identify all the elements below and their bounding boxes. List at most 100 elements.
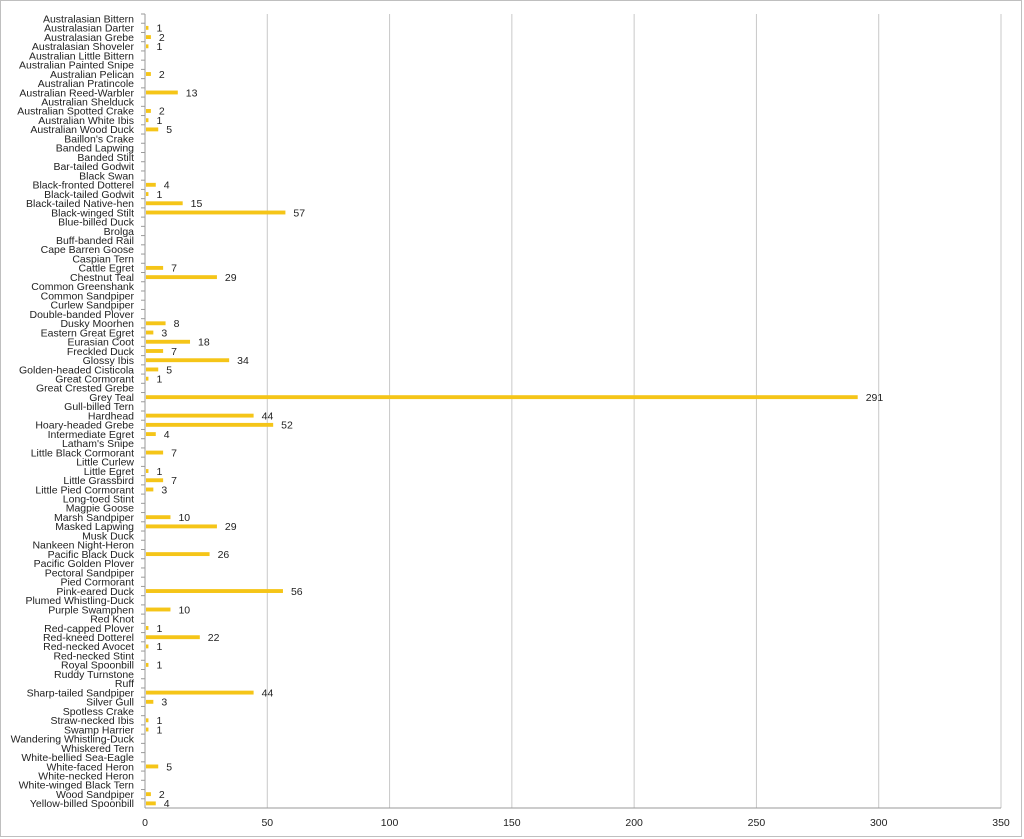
- value-label: 7: [171, 263, 177, 275]
- category-label: Yellow-billed Spoonbill: [30, 798, 134, 810]
- bar: [146, 182, 156, 187]
- category-label: Swamp Harrier: [64, 724, 135, 736]
- value-label: 44: [262, 410, 274, 422]
- bar: [146, 626, 149, 630]
- bar: [146, 358, 230, 363]
- bar: [146, 524, 217, 529]
- category-label: Little Pied Cormorant: [35, 484, 134, 496]
- bar: [146, 330, 154, 335]
- bar: [146, 699, 154, 704]
- x-tick-label: 100: [381, 817, 399, 829]
- category-label: Spotless Crake: [63, 706, 134, 718]
- category-label: Nankeen Night-Heron: [32, 540, 134, 552]
- category-label: Great Crested Grebe: [36, 383, 134, 395]
- value-label: 291: [866, 392, 884, 404]
- category-label: Red-capped Plover: [44, 623, 134, 635]
- category-label: Wandering Whistling-Duck: [11, 734, 135, 746]
- bar: [146, 478, 164, 483]
- category-label: Curlew Sandpiper: [51, 300, 135, 312]
- category-label: Pink-eared Duck: [56, 586, 134, 598]
- category-label: Ruddy Turnstone: [54, 669, 134, 681]
- x-tick-label: 50: [261, 817, 273, 829]
- category-label: Common Sandpiper: [41, 290, 135, 302]
- category-label: Australian Pelican: [50, 69, 134, 81]
- category-label: Caspian Tern: [72, 253, 134, 265]
- value-label: 2: [159, 32, 165, 44]
- value-label: 26: [218, 549, 230, 561]
- bar: [146, 422, 274, 427]
- bar: [146, 801, 156, 806]
- category-label: Pacific Black Duck: [48, 549, 135, 561]
- category-label: Pectoral Sandpiper: [45, 567, 135, 579]
- category-label: White-faced Heron: [46, 761, 134, 773]
- value-label: 1: [156, 724, 162, 736]
- bar: [146, 662, 149, 667]
- x-tick-label: 150: [503, 817, 521, 829]
- category-label: Hardhead: [88, 410, 134, 422]
- category-label: Silver Gull: [86, 697, 134, 709]
- bar: [146, 764, 159, 769]
- axes: [141, 13, 1001, 809]
- value-label: 22: [208, 632, 220, 644]
- value-label: 5: [166, 761, 172, 773]
- value-label: 2: [159, 789, 165, 801]
- value-label: 4: [164, 429, 170, 441]
- value-label: 1: [156, 466, 162, 478]
- value-label: 1: [156, 23, 162, 35]
- category-label: Latham's Snipe: [62, 438, 134, 450]
- bar: [146, 376, 149, 381]
- category-label: Black-winged Stilt: [51, 207, 134, 219]
- bar: [146, 339, 191, 344]
- value-label: 7: [171, 346, 177, 358]
- bar: [146, 644, 149, 649]
- value-label: 7: [171, 475, 177, 487]
- category-label: Australasian Shoveler: [32, 41, 135, 53]
- bars: [146, 25, 858, 806]
- value-label: 7: [171, 447, 177, 459]
- bar: [146, 690, 254, 695]
- value-label: 3: [161, 327, 167, 339]
- bar: [146, 432, 156, 437]
- value-label: 34: [237, 355, 249, 367]
- category-label: Wood Sandpiper: [56, 789, 135, 801]
- bar: [146, 792, 151, 797]
- category-label: Chestnut Teal: [70, 272, 134, 284]
- category-label: Pacific Golden Plover: [34, 558, 135, 570]
- value-label: 29: [225, 521, 237, 533]
- bar: [146, 718, 149, 723]
- value-label: 5: [166, 124, 172, 136]
- category-label: Eastern Great Egret: [41, 327, 134, 339]
- bar: [146, 450, 164, 455]
- value-label: 2: [159, 69, 165, 81]
- category-label: Black Swan: [79, 170, 134, 182]
- value-label: 1: [156, 373, 162, 385]
- bar: [146, 90, 178, 95]
- category-label: Red Knot: [90, 614, 134, 626]
- value-label: 52: [281, 420, 293, 432]
- bar: [146, 265, 164, 270]
- bar: [146, 367, 159, 372]
- category-label: Common Greenshank: [31, 281, 134, 293]
- value-label: 4: [164, 180, 170, 192]
- category-label: Australian Shelduck: [41, 97, 135, 109]
- bar: [146, 395, 858, 400]
- category-label: Gull-billed Tern: [64, 401, 134, 413]
- category-label: Pied Cormorant: [60, 577, 134, 589]
- value-label: 15: [191, 198, 203, 210]
- category-label: Australian Pratincole: [38, 78, 134, 90]
- value-label: 10: [178, 604, 190, 616]
- value-label: 44: [262, 687, 274, 699]
- category-label: Whiskered Tern: [61, 743, 134, 755]
- category-label: Australian Little Bittern: [29, 50, 134, 62]
- category-label: Australian Painted Snipe: [19, 60, 134, 72]
- category-label: Grey Teal: [89, 392, 134, 404]
- value-label: 1: [156, 41, 162, 53]
- value-label: 18: [198, 337, 210, 349]
- category-label: Australasian Bittern: [43, 13, 134, 25]
- category-label: Australasian Grebe: [44, 32, 134, 44]
- category-label: Bar-tailed Godwit: [53, 161, 134, 173]
- bar: [146, 25, 149, 30]
- value-label: 1: [156, 189, 162, 201]
